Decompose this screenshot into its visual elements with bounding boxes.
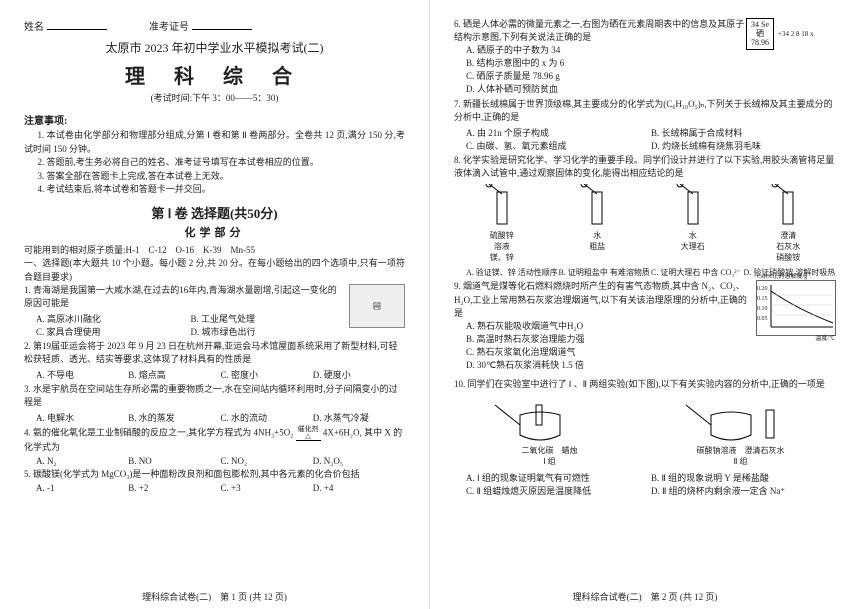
name-label: 姓名: [24, 22, 44, 33]
q5-A: A. -1: [36, 483, 128, 493]
q9-D: D. 30℃熟石灰浆消耗快 1.5 倍: [466, 359, 836, 372]
q3-stem: 3. 水是宇航员在空间站生存所必需的重要物质之一,水在空间站内循环利用时,分子间…: [24, 383, 405, 409]
q7-C: C. 由碳、氢、氧元素组成: [466, 139, 651, 152]
q8-diag-d: 澄清石灰水 硝酸铵: [754, 184, 822, 263]
q8-diag-c: 水 大理石: [659, 184, 727, 263]
q4-C: C. NO₂: [221, 456, 313, 466]
q10-D: D. Ⅱ 组的烧杯内剩余液一定含 Na⁺: [651, 484, 836, 497]
q3-D: D. 水蒸气冷凝: [313, 411, 405, 424]
header-fields: 姓名 准考证号: [24, 18, 405, 33]
section-instr: 一、选择题(本大题共 10 个小题。每小题 2 分,共 20 分。在每小题给出的…: [24, 257, 405, 284]
q9-C: C. 熟石灰浆氧化治理烟道气: [466, 346, 836, 359]
q6-stem: 6. 硒是人体必需的微量元素之一,右图为硒在元素周期表中的信息及其原子结构示意图…: [454, 19, 744, 42]
q9: Ca(OH)₂的溶解度/g 0.20 0.15 0.10 0.05 温度/℃ 9…: [454, 280, 836, 371]
footer-left: 理科综合试卷(二) 第 1 页 (共 12 页): [0, 590, 429, 603]
q8-diagrams: 硫酸锌溶液 镁、锌 水 粗盐 水 大理石 澄清石灰水 硝酸铵: [454, 184, 836, 263]
q4-D: D. N₂O₅: [313, 456, 405, 466]
q1-A: A. 高原冰川融化: [36, 312, 191, 325]
name-blank: [47, 20, 107, 30]
q9-graph: Ca(OH)₂的溶解度/g 0.20 0.15 0.10 0.05 温度/℃: [756, 280, 836, 336]
q8-B: B. 证明粗盐中 有难溶物质: [559, 267, 652, 278]
part1-title: 第 Ⅰ 卷 选择题(共50分): [24, 203, 405, 222]
q7-opts: A. 由 21n 个原子构成 B. 长绒棉属于合成材料 C. 由碳、氢、氧元素组…: [466, 126, 836, 152]
q8-diag-a: 硫酸锌溶液 镁、锌: [468, 184, 536, 263]
q3-A: A. 电解水: [36, 411, 128, 424]
q10-diag-1: 二氧化碳 蜡烛 Ⅰ 组: [480, 395, 620, 467]
chem-sub: 化学部分: [24, 224, 405, 240]
notice-4: 4. 考试结束后,将本试卷和答题卡一并交回。: [24, 183, 405, 197]
q8-stem: 8. 化学实验是研究化学、学习化学的重要手段。同学们设计并进行了以下实验,用胶头…: [454, 154, 836, 180]
q4-stem: 4. 氨的催化氧化是工业制硝酸的反应之一,其化学方程式为 4NH₃+5O₂ 催化…: [24, 426, 405, 454]
id-label: 准考证号: [149, 22, 189, 33]
se-element-box: 34 Se 硒 78.96 +34 2 8 18 x: [746, 18, 836, 50]
q2-D: D. 硬度小: [313, 368, 405, 381]
q7-stem: 7. 新疆长绒棉属于世界顶级棉,其主要成分的化学式为(C₆H₁₀O₅)ₙ,下列关…: [454, 98, 836, 124]
q7-D: D. 灼烧长绒棉有烧焦羽毛味: [651, 139, 836, 152]
q6: 34 Se 硒 78.96 +34 2 8 18 x 6. 硒是人体必需的微量元…: [454, 18, 836, 96]
q10-opts: A. Ⅰ 组的现象证明氧气有可燃性 B. Ⅱ 组的现象说明 Y 是稀盐酸 C. …: [466, 471, 836, 497]
q1-opts: A. 高原冰川融化 B. 工业尾气处理 C. 家具合理使用 D. 城市绿色出行: [36, 312, 345, 338]
q7-B: B. 长绒棉属于合成材料: [651, 126, 836, 139]
footer-right: 理科综合试卷(二) 第 2 页 (共 12 页): [430, 590, 860, 603]
q10-A: A. Ⅰ 组的现象证明氧气有可燃性: [466, 471, 651, 484]
q10-diag-2: 碳酸钠溶液 澄清石灰水 Ⅱ 组: [671, 395, 811, 467]
q1: 🏞 1. 青海湖是我国第一大咸水湖,在过去的16年内,青海湖水量剧增,引起这一变…: [24, 284, 405, 310]
q10-B: B. Ⅱ 组的现象说明 Y 是稀盐酸: [651, 471, 836, 484]
q5-B: B. +2: [128, 483, 220, 493]
q7-A: A. 由 21n 个原子构成: [466, 126, 651, 139]
notice-3: 3. 答案全部在答题卡上完成,答在本试卷上无效。: [24, 170, 405, 184]
q5-D: D. +4: [313, 483, 405, 493]
q5-opts: A. -1 B. +2 C. +3 D. +4: [36, 483, 405, 493]
shell-diagram: +34 2 8 18 x: [778, 29, 813, 39]
q9-stem: 9. 烟道气是煤等化石燃料燃烧时所产生的有害气态物质,其中含 N₂、CO₂、H₂…: [454, 281, 747, 317]
exam-title: 太原市 2023 年初中学业水平模拟考试(二): [24, 39, 405, 56]
id-blank: [192, 20, 252, 30]
q4-opts: A. N₂ B. NO C. NO₂ D. N₂O₅: [36, 456, 405, 466]
q1-C: C. 家具合理使用: [36, 325, 191, 338]
q1-B: B. 工业尾气处理: [191, 312, 346, 325]
notice-1: 1. 本试卷由化学部分和物理部分组成,分第 Ⅰ 卷和第 Ⅱ 卷两部分。全卷共 1…: [24, 129, 405, 156]
q4-arrow: 催化剂△: [296, 426, 321, 441]
q8-diag-b: 水 粗盐: [563, 184, 631, 263]
q3-B: B. 水的蒸发: [128, 411, 220, 424]
notice-title: 注意事项:: [24, 112, 405, 127]
q3-C: C. 水的流动: [221, 411, 313, 424]
subject-title: 理 科 综 合: [24, 60, 405, 89]
q4-B: B. NO: [128, 456, 220, 466]
q4-A: A. N₂: [36, 456, 128, 466]
q10-C: C. Ⅱ 组蜡烛熄灭原因是温度降低: [466, 484, 651, 497]
q4-stem-a: 4. 氨的催化氧化是工业制硝酸的反应之一,其化学方程式为 4NH₃+5O₂: [24, 428, 293, 438]
q2-opts: A. 不导电 B. 熔点高 C. 密度小 D. 硬度小: [36, 368, 405, 381]
q8-A: A. 验证镁、锌 活动性顺序: [466, 267, 559, 278]
q2-A: A. 不导电: [36, 368, 128, 381]
q6-C: C. 硒原子质量是 78.96 g: [466, 70, 836, 83]
q1-stem: 1. 青海湖是我国第一大咸水湖,在过去的16年内,青海湖水量剧增,引起这一变化的…: [24, 285, 337, 308]
q6-B: B. 结构示意图中的 x 为 6: [466, 57, 836, 70]
page-2: 34 Se 硒 78.96 +34 2 8 18 x 6. 硒是人体必需的微量元…: [430, 0, 860, 609]
q8-C: C. 证明大理石 中含 CO₃²⁻: [651, 267, 744, 278]
q2-B: B. 熔点高: [128, 368, 220, 381]
q6-D: D. 人体补硒可预防贫血: [466, 83, 836, 96]
atomic-mass: 可能用到的相对原子质量:H-1 C-12 O-16 K-39 Mn-55: [24, 244, 405, 258]
q10-diagrams: 二氧化碳 蜡烛 Ⅰ 组 碳酸钠溶液 澄清石灰水 Ⅱ 组: [454, 395, 836, 467]
q5-C: C. +3: [221, 483, 313, 493]
q10-stem: 10. 同学们在实验室中进行了 Ⅰ 、Ⅱ 两组实验(如下图),以下有关实验内容的…: [454, 378, 836, 391]
notice-2: 2. 答题前,考生务必将自己的姓名、准考证号填写在本试卷相应的位置。: [24, 156, 405, 170]
q1-photo: 🏞: [349, 284, 405, 328]
q1-D: D. 城市绿色出行: [191, 325, 346, 338]
q5-stem: 5. 碳酸镁(化学式为 MgCO₃)是一种面粉改良剂和面包膨松剂,其中各元素的化…: [24, 468, 405, 481]
q2-stem: 2. 第19届亚运会将于 2023 年 9 月 23 日在杭州开幕,亚运会马术馆…: [24, 340, 405, 366]
q2-C: C. 密度小: [221, 368, 313, 381]
exam-time: (考试时间:下午 3：00——5：30): [24, 91, 405, 104]
page-1: 姓名 准考证号 太原市 2023 年初中学业水平模拟考试(二) 理 科 综 合 …: [0, 0, 430, 609]
q3-opts: A. 电解水 B. 水的蒸发 C. 水的流动 D. 水蒸气冷凝: [36, 411, 405, 424]
